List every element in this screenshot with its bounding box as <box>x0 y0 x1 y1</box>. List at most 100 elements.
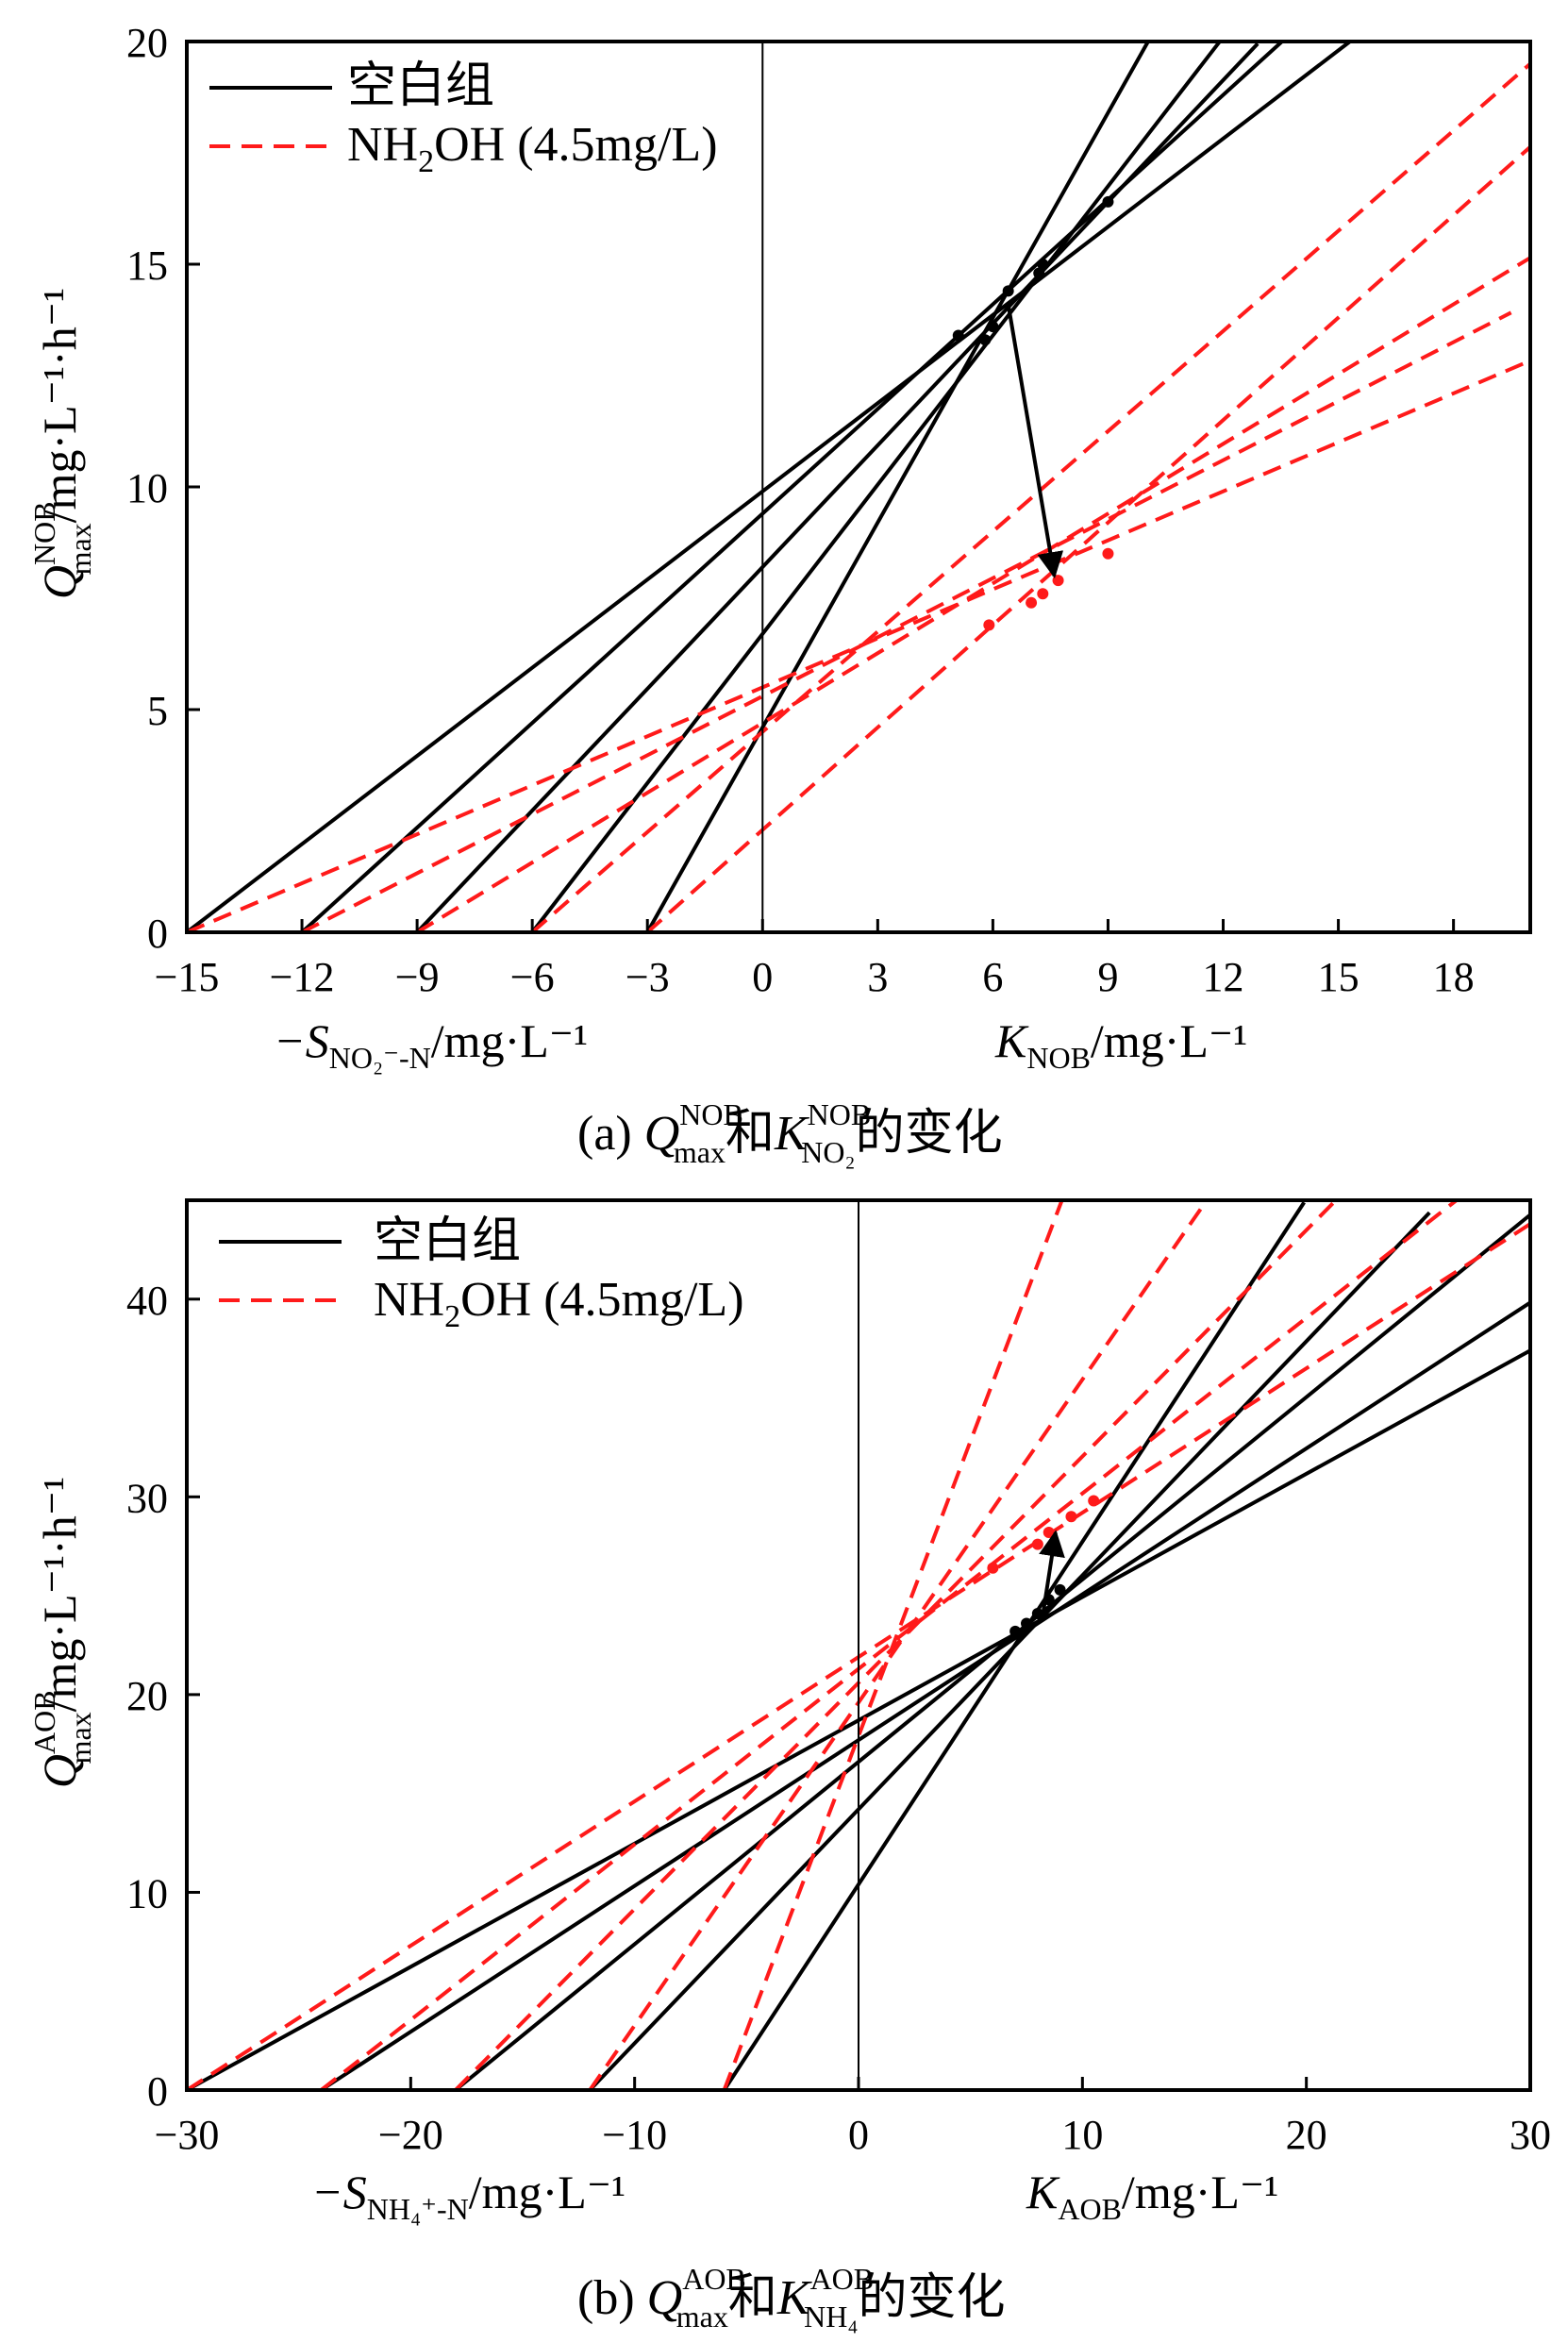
series-0-marker-1 <box>979 334 992 346</box>
caption-a-suffix: 的变化 <box>856 1107 1003 1161</box>
caption-b-prefix: (b) <box>577 2271 647 2325</box>
panel-a-y-axis-label: QNOBmax/mg·L⁻¹·h⁻¹ <box>27 288 97 599</box>
ylabel-unit: /mg·L⁻¹·h⁻¹ <box>33 1477 86 1712</box>
series-0-marker-4 <box>1054 1583 1066 1596</box>
panel-b-ticks: −30 −20 −10 0 10 20 30 0 10 20 30 40 <box>126 1278 1551 2158</box>
x-tick-label-9: 12 <box>1203 954 1244 1000</box>
series-0-marker-0 <box>952 329 964 342</box>
x-tick-label-3: −6 <box>510 954 555 1000</box>
panel-a-x-label-right: KNOB/mg·L⁻¹ <box>994 1014 1247 1075</box>
xlabel-right-sub: AOB <box>1058 2192 1122 2226</box>
series-0-marker-6 <box>1102 195 1114 208</box>
x-tick-label-3: 0 <box>848 2112 869 2158</box>
series-0-line-1 <box>320 1300 1532 2092</box>
y-tick-label-0: 0 <box>147 2068 168 2115</box>
x-tick-label-1: −20 <box>378 2112 443 2158</box>
panel-b-x-label-right: KAOB/mg·L⁻¹ <box>1026 2166 1278 2226</box>
x-tick-label-10: 15 <box>1318 954 1359 1000</box>
panel-a-markers <box>952 195 1114 631</box>
y-tick-label-1: 10 <box>126 1870 168 1916</box>
series-1-line-2 <box>416 256 1532 934</box>
caption-a-prefix: (a) <box>577 1107 644 1161</box>
x-tick-label-11: 18 <box>1433 954 1475 1000</box>
xlabel-left-s: −S <box>311 2166 367 2218</box>
panel-b-arrow <box>1039 1530 1065 1620</box>
y-tick-label-3: 30 <box>126 1475 168 1521</box>
ylabel-sup: AOB <box>27 1690 61 1754</box>
caption-a-q-sup: NOB <box>679 1097 743 1131</box>
panel-b-y-axis-label: QAOBmax/mg·L⁻¹·h⁻¹ <box>27 1477 97 1788</box>
panel-b-caption: (b) QAOB max和KAOB NH₄的变化 <box>577 2262 1006 2334</box>
ylabel-sup: NOB <box>27 501 61 565</box>
legend-nh2oh-label: NH2OH (4.5mg/L) <box>374 1273 744 1334</box>
caption-a-q: Q <box>644 1107 680 1161</box>
series-0-marker-3 <box>1002 285 1014 297</box>
ylabel-sub: max <box>63 1712 97 1764</box>
x-tick-label-0: −15 <box>155 954 220 1000</box>
series-0-line-4 <box>645 41 1150 933</box>
x-tick-label-0: −30 <box>155 2112 220 2158</box>
x-tick-label-4: −3 <box>626 954 670 1000</box>
series-1-line-0 <box>186 359 1531 934</box>
xlabel-right-unit: /mg·L⁻¹ <box>1091 1014 1247 1067</box>
xlabel-left-sub: NH₄⁺-N <box>367 2192 469 2226</box>
ylabel-q: Q <box>33 1754 86 1788</box>
panel-a-caption: (a) QNOB max和KNOB NO₂的变化 <box>577 1097 1003 1169</box>
series-1-line-1 <box>301 310 1512 934</box>
xlabel-right-sub: NOB <box>1026 1041 1091 1075</box>
legend-nh2oh-label: NH2OH (4.5mg/L) <box>347 118 718 179</box>
xlabel-left-s: −S <box>274 1014 329 1067</box>
panel-a-plot-frame <box>185 40 1532 934</box>
series-0-marker-4 <box>1033 267 1045 279</box>
x-tick-label-6: 3 <box>867 954 888 1000</box>
series-1-line-4 <box>645 145 1532 934</box>
caption-b-k: K <box>776 2271 812 2325</box>
series-0-marker-5 <box>1037 259 1049 270</box>
panel-b-legend: 空白组 NH2OH (4.5mg/L) <box>219 1214 744 1334</box>
caption-b-q-sup: AOB <box>682 2262 746 2296</box>
x-tick-label-2: −10 <box>602 2112 667 2158</box>
ylabel-sub: max <box>63 523 97 575</box>
series-0-line-0 <box>185 40 1352 934</box>
caption-a-k-sub: NO₂ <box>801 1135 855 1169</box>
xlabel-right-k: K <box>994 1014 1029 1067</box>
panel-a: −15 −12 −9 −6 −3 0 3 6 9 12 15 18 0 5 10 15 20 空白组 NH2OH… <box>27 20 1532 1169</box>
series-1-line-3 <box>588 1198 1209 2092</box>
y-tick-label-4: 20 <box>126 20 168 66</box>
x-tick-label-2: −9 <box>395 954 440 1000</box>
caption-a-q-sub: max <box>674 1135 726 1169</box>
legend-blank-label: 空白组 <box>374 1214 521 1268</box>
panel-a-ticks: −15 −12 −9 −6 −3 0 3 6 9 12 15 18 0 5 10 15 20 <box>126 20 1475 1000</box>
series-1-marker-0 <box>983 619 995 631</box>
x-tick-label-6: 30 <box>1510 2112 1551 2158</box>
caption-b-k-sup: AOB <box>810 2262 875 2296</box>
panel-a-arrow <box>1006 304 1064 579</box>
series-1-line-3 <box>530 62 1532 934</box>
panel-a-x-label-left: −SNO₂⁻-N/mg·L⁻¹ <box>274 1014 588 1075</box>
series-1-marker-2 <box>1043 1527 1055 1539</box>
xlabel-left-unit: /mg·L⁻¹ <box>469 2166 626 2218</box>
y-tick-label-4: 40 <box>126 1278 168 1324</box>
series-0-line-4 <box>722 1201 1306 2092</box>
x-tick-label-1: −12 <box>270 954 335 1000</box>
y-tick-label-0: 0 <box>147 911 168 957</box>
series-1-line-4 <box>722 1199 1064 2091</box>
caption-a-k: K <box>774 1107 809 1161</box>
x-tick-label-5: 0 <box>752 954 773 1000</box>
y-tick-label-2: 20 <box>126 1673 168 1719</box>
series-0-marker-2 <box>987 321 999 333</box>
series-0-line-2 <box>454 1213 1532 2092</box>
xlabel-right-unit: /mg·L⁻¹ <box>1122 2166 1278 2218</box>
series-1-marker-3 <box>1052 575 1064 587</box>
panel-a-legend: 空白组 NH2OH (4.5mg/L) <box>209 59 718 179</box>
series-1-marker-0 <box>987 1562 999 1574</box>
x-tick-label-4: 10 <box>1061 2112 1103 2158</box>
caption-b-mid: 和 <box>728 2271 777 2325</box>
caption-b-k-sub: NH₄ <box>804 2300 858 2334</box>
xlabel-right-k: K <box>1026 2166 1060 2218</box>
x-tick-label-5: 20 <box>1286 2112 1327 2158</box>
series-1-line-1 <box>320 1198 1459 2092</box>
series-0-line-2 <box>415 42 1259 934</box>
series-1-marker-1 <box>1031 1538 1043 1550</box>
y-tick-label-1: 5 <box>147 688 168 734</box>
